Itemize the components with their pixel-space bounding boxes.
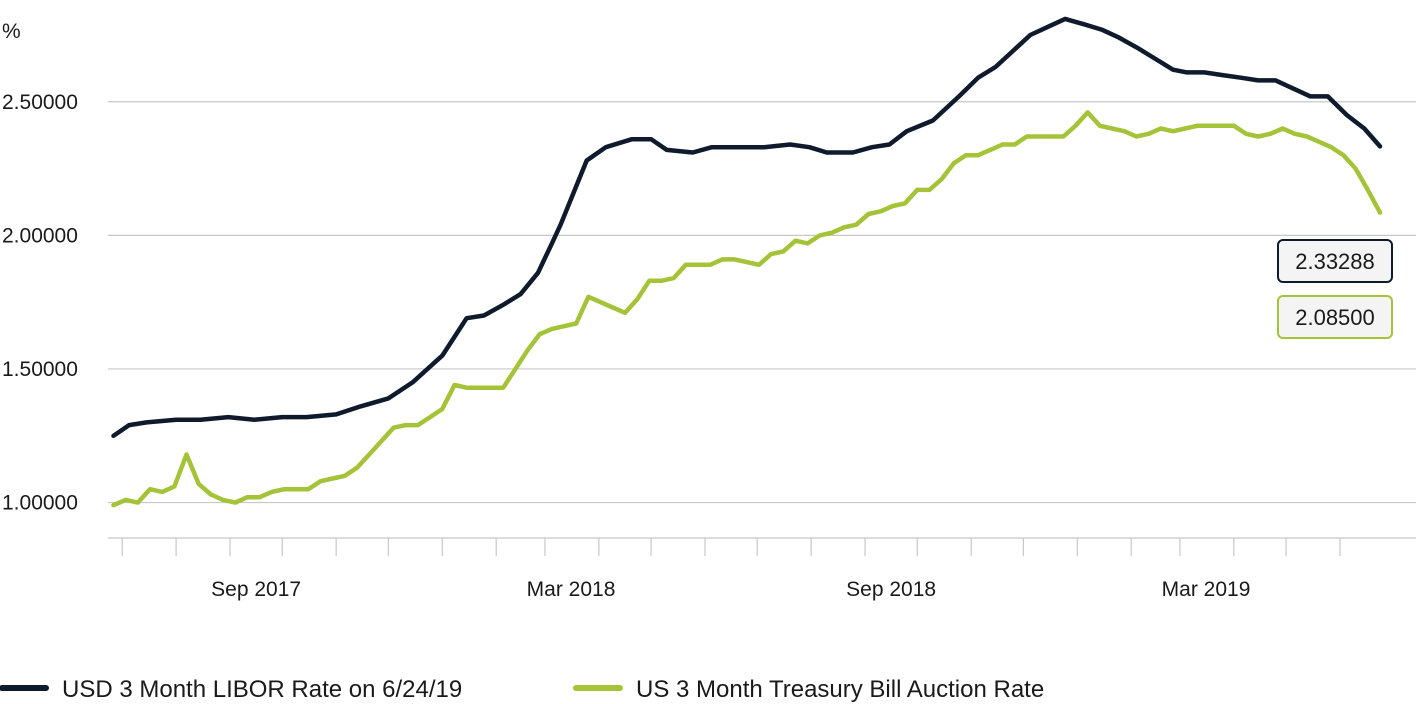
- y-tick-labels: 1.00000 1.50000 2.00000 2.50000: [2, 91, 78, 515]
- x-tick-label: Mar 2019: [1162, 578, 1251, 601]
- y-unit-label: %: [2, 20, 21, 43]
- x-tick-label: Sep 2017: [211, 578, 301, 601]
- end-label-box: [1277, 295, 1393, 339]
- treasury-end-label: 2.08500: [1277, 295, 1393, 339]
- treasury-series-line: [111, 110, 1383, 508]
- end-label-box: [1277, 239, 1393, 283]
- legend: USD 3 Month LIBOR Rate on 6/24/19 US 3 Mo…: [0, 676, 1044, 703]
- y-tick-label: 1.00000: [2, 492, 78, 515]
- end-label-text: 2.08500: [1295, 305, 1375, 330]
- legend-label: US 3 Month Treasury Bill Auction Rate: [636, 676, 1044, 703]
- y-tick-label: 2.00000: [2, 224, 78, 247]
- end-label-text: 2.33288: [1295, 249, 1375, 274]
- legend-item-libor: USD 3 Month LIBOR Rate on 6/24/19: [0, 676, 462, 703]
- y-tick-label: 1.50000: [2, 358, 78, 381]
- x-tick-label: Sep 2018: [846, 578, 936, 601]
- x-axis-ticks: Sep 2017 Mar 2018 Sep 2018 Mar 2019: [121, 538, 1341, 601]
- x-tick-label: Mar 2018: [527, 578, 616, 601]
- libor-end-label: 2.33288: [1277, 239, 1393, 283]
- end-value-labels: 2.33288 2.08500: [1277, 239, 1393, 339]
- series-lines: [111, 16, 1383, 508]
- libor-series-line: [111, 16, 1383, 439]
- grid-lines: [108, 101, 1416, 504]
- legend-label: USD 3 Month LIBOR Rate on 6/24/19: [62, 676, 462, 703]
- y-tick-label: 2.50000: [2, 91, 78, 114]
- legend-item-treasury: US 3 Month Treasury Bill Auction Rate: [573, 676, 1044, 703]
